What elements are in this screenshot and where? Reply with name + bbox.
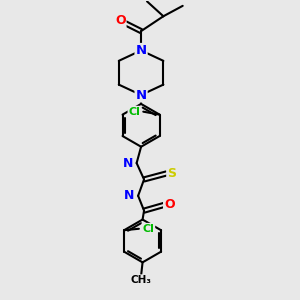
Text: N: N [123,157,133,169]
Text: H: H [124,158,133,168]
Text: O: O [115,14,126,27]
Text: N: N [124,189,134,202]
Text: Cl: Cl [128,107,140,117]
Text: H: H [126,191,134,201]
Text: Cl: Cl [142,224,154,234]
Text: O: O [164,198,175,211]
Text: S: S [167,167,176,180]
Text: N: N [136,44,147,57]
Text: N: N [136,88,147,101]
Text: CH₃: CH₃ [130,275,152,285]
